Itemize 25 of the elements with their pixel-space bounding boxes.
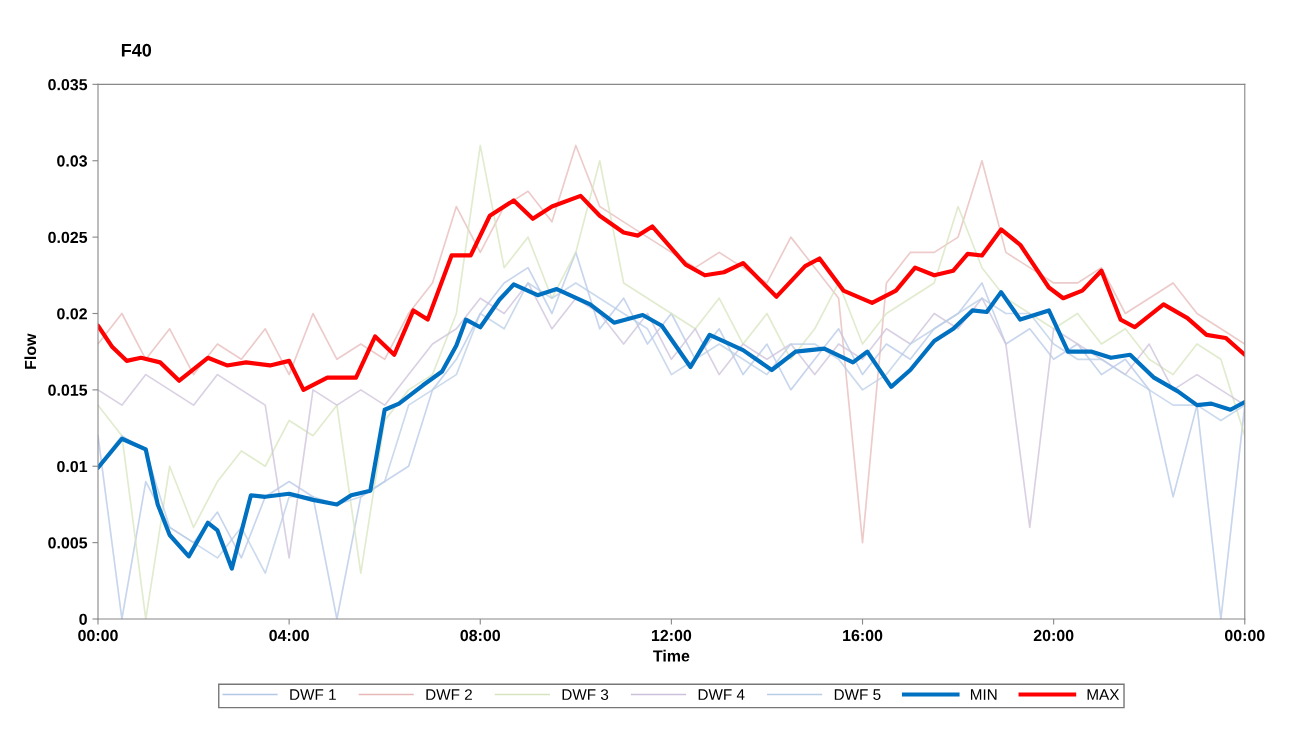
y-tick-label: 0.03	[57, 155, 88, 167]
legend-label: DWF 5	[834, 689, 881, 701]
chart-title: F40	[121, 43, 152, 57]
legend-label: DWF 4	[698, 689, 745, 700]
x-tick-label: 12:00	[651, 629, 692, 642]
x-tick-label: 08:00	[460, 629, 501, 642]
x-tick-label: 04:00	[269, 629, 309, 642]
y-tick-label: 0.015	[48, 384, 88, 396]
y-tick-label: 0.005	[48, 537, 88, 549]
legend-label: DWF 1	[290, 689, 336, 700]
legend-label: DWF 3	[562, 689, 609, 701]
y-tick-label: 0	[79, 613, 87, 625]
legend-label: MIN	[970, 689, 997, 700]
legend-label: DWF 2	[426, 689, 472, 700]
y-tick-label: 0.01	[57, 460, 88, 473]
y-tick-label: 0.025	[48, 231, 88, 244]
y-axis-title: Flow	[24, 333, 37, 369]
y-tick-label: 0.035	[48, 78, 88, 91]
x-tick-label: 00:00	[1224, 629, 1265, 642]
x-tick-label: 16:00	[843, 629, 883, 642]
x-tick-label: 20:00	[1033, 629, 1074, 642]
y-tick-label: 0.02	[57, 308, 87, 320]
x-axis-title: Time	[653, 649, 690, 662]
legend-label: MAX	[1087, 689, 1120, 700]
x-tick-label: 00:00	[78, 629, 118, 642]
